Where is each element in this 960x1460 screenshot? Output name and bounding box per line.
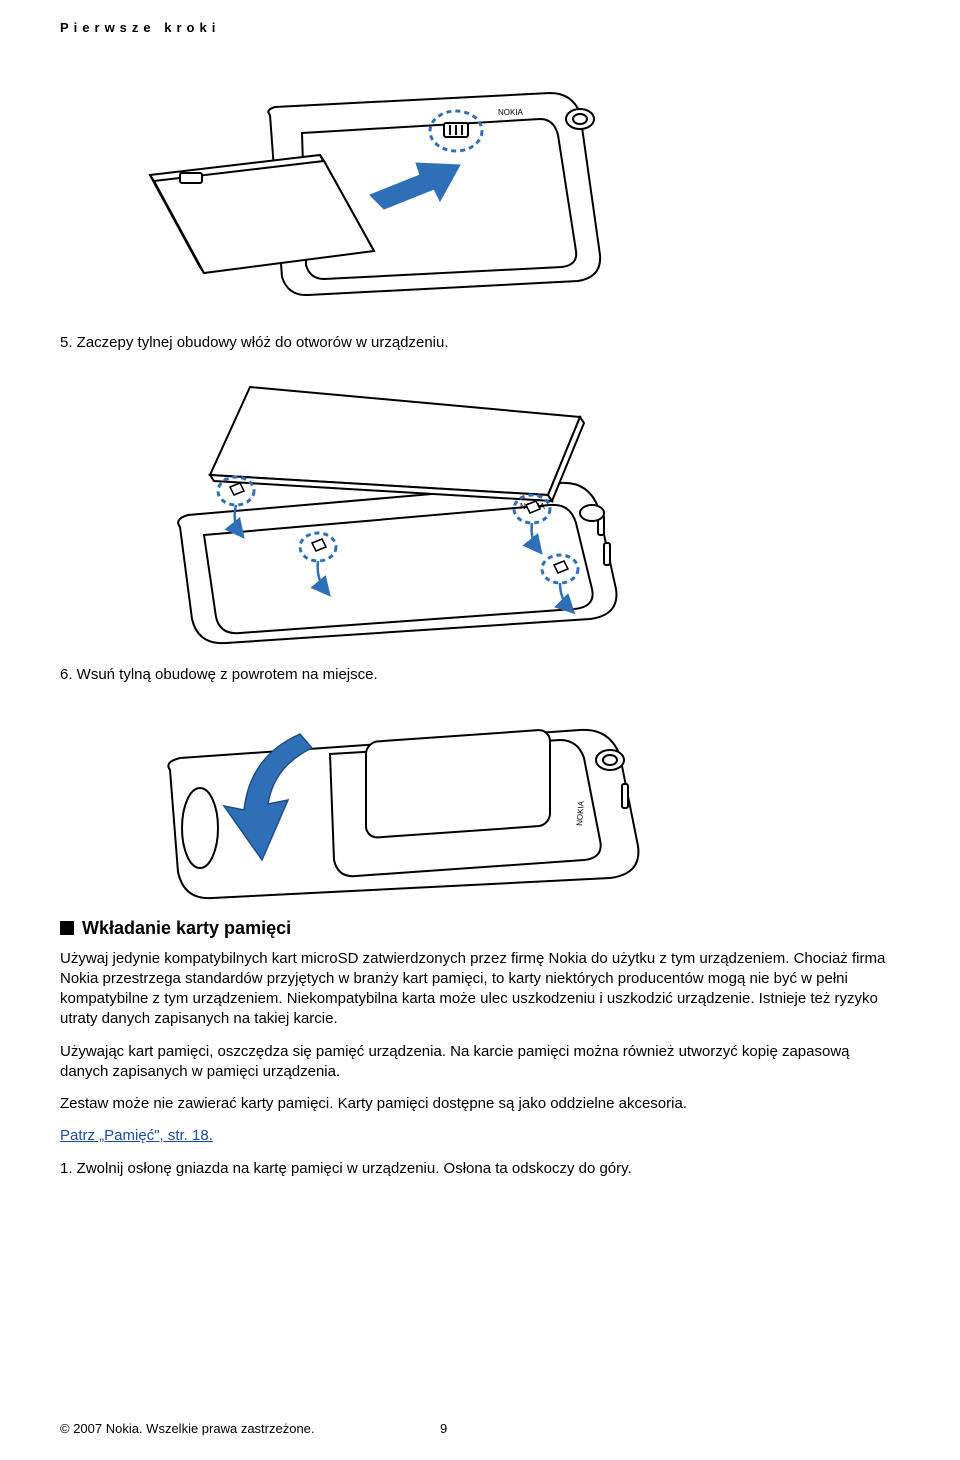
section-para-3: Zestaw może nie zawierać karty pamięci. … <box>60 1094 900 1114</box>
illustration-battery-insert: NOKIA <box>140 55 620 315</box>
step-5-text: 5. Zaczepy tylnej obudowy włóż do otworó… <box>60 333 900 353</box>
svg-text:NOKIA: NOKIA <box>575 800 586 826</box>
section-para-1: Używaj jedynie kompatybilnych kart micro… <box>60 949 900 1030</box>
running-header: Pierwsze kroki <box>60 20 900 35</box>
section-heading: Wkładanie karty pamięci <box>60 918 900 939</box>
step-6-text: 6. Wsuń tylną obudowę z powrotem na miej… <box>60 665 900 685</box>
footer-copyright: © 2007 Nokia. Wszelkie prawa zastrzeżone… <box>60 1421 315 1436</box>
memory-link[interactable]: Patrz „Pamięć", str. 18. <box>60 1127 213 1144</box>
section-title-text: Wkładanie karty pamięci <box>82 918 291 938</box>
svg-text:NOKIA: NOKIA <box>498 108 524 117</box>
section-step-1: 1. Zwolnij osłonę gniazda na kartę pamię… <box>60 1159 900 1179</box>
page-number: 9 <box>440 1421 447 1436</box>
section-marker-icon <box>60 921 74 935</box>
section-para-2: Używając kart pamięci, oszczędza się pam… <box>60 1042 900 1083</box>
illustration-cover-slide: NOKIA <box>140 700 660 900</box>
illustration-cover-align: NOKIA <box>140 367 650 647</box>
